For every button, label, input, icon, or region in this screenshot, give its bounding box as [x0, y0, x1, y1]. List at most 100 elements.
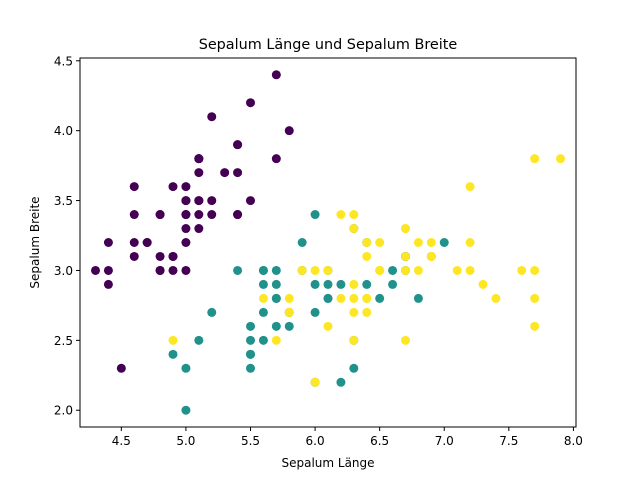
data-point [246, 98, 255, 108]
data-points [91, 70, 565, 415]
data-point [284, 126, 294, 136]
data-point [194, 168, 204, 178]
data-point [439, 238, 449, 247]
data-point [375, 293, 385, 303]
y-axis-ticks: 2.0 2.5 3.0 3.5 4.0 4.5 [54, 54, 80, 418]
data-point [426, 251, 436, 261]
data-point [194, 335, 204, 345]
data-point [194, 210, 204, 220]
data-point [271, 335, 281, 345]
y-tick-label: 4.0 [54, 124, 73, 138]
data-point [155, 210, 165, 220]
plot-area-frame [79, 57, 577, 428]
data-point [168, 349, 178, 359]
data-point [181, 224, 191, 234]
data-point [413, 238, 423, 247]
data-point [233, 210, 243, 220]
data-point [401, 265, 410, 275]
data-point [323, 279, 333, 289]
data-point [181, 265, 191, 275]
x-tick-label: 5.0 [176, 434, 195, 448]
data-point [284, 307, 294, 317]
data-point [207, 112, 217, 122]
data-point [207, 196, 217, 206]
chart-title: Sepalum Länge und Sepalum Breite [199, 37, 458, 53]
x-tick-label: 6.5 [370, 434, 389, 448]
x-tick-label: 8.0 [564, 434, 583, 448]
data-point [452, 265, 462, 275]
data-point [129, 210, 139, 220]
data-point [310, 210, 320, 220]
data-point [246, 335, 255, 345]
data-point [323, 293, 333, 303]
data-point [181, 238, 191, 247]
data-point [91, 265, 100, 275]
data-point [336, 293, 346, 303]
data-point [271, 293, 281, 303]
data-point [233, 265, 243, 275]
data-point [310, 265, 320, 275]
data-point [103, 238, 113, 247]
data-point [246, 321, 255, 331]
data-point [362, 307, 372, 317]
data-point [401, 224, 410, 234]
data-point [258, 335, 268, 345]
data-point [349, 224, 359, 234]
data-point [401, 251, 410, 261]
data-point [478, 279, 488, 289]
data-point [181, 405, 191, 415]
data-point [336, 377, 346, 387]
data-point [465, 182, 475, 192]
data-point [375, 265, 385, 275]
data-point [530, 154, 540, 164]
data-point [517, 265, 527, 275]
data-point [246, 349, 255, 359]
data-point [129, 238, 139, 247]
data-point [271, 154, 281, 164]
x-tick-label: 7.0 [435, 434, 454, 448]
data-point [426, 238, 436, 247]
data-point [362, 293, 372, 303]
data-point [401, 335, 410, 345]
data-point [310, 307, 320, 317]
data-point [556, 154, 565, 164]
data-point [258, 279, 268, 289]
data-point [271, 265, 281, 275]
data-point [246, 363, 255, 373]
data-point [194, 196, 204, 206]
data-point [181, 210, 191, 220]
data-point [258, 307, 268, 317]
data-point [271, 279, 281, 289]
data-point [155, 251, 165, 261]
data-point [246, 196, 255, 206]
y-tick-label: 2.5 [54, 334, 73, 348]
data-point [181, 196, 191, 206]
data-point [258, 293, 268, 303]
data-point [362, 251, 372, 261]
x-axis-title: Sepalum Länge [281, 456, 374, 470]
data-point [233, 140, 243, 150]
y-tick-label: 3.0 [54, 264, 73, 278]
data-point [349, 293, 359, 303]
data-point [271, 321, 281, 331]
data-point [168, 265, 178, 275]
data-point [465, 265, 475, 275]
data-point [310, 377, 320, 387]
data-point [375, 238, 385, 247]
data-point [388, 279, 398, 289]
data-point [349, 279, 359, 289]
data-point [349, 363, 359, 373]
data-point [155, 265, 165, 275]
data-point [323, 265, 333, 275]
data-point [129, 182, 139, 192]
data-point [168, 251, 178, 261]
data-point [284, 321, 294, 331]
data-point [323, 321, 333, 331]
y-tick-label: 4.5 [54, 54, 73, 68]
data-point [413, 265, 423, 275]
data-point [168, 182, 178, 192]
y-axis-title: Sepalum Breite [28, 196, 42, 288]
data-point [194, 224, 204, 234]
x-tick-label: 4.5 [112, 434, 131, 448]
